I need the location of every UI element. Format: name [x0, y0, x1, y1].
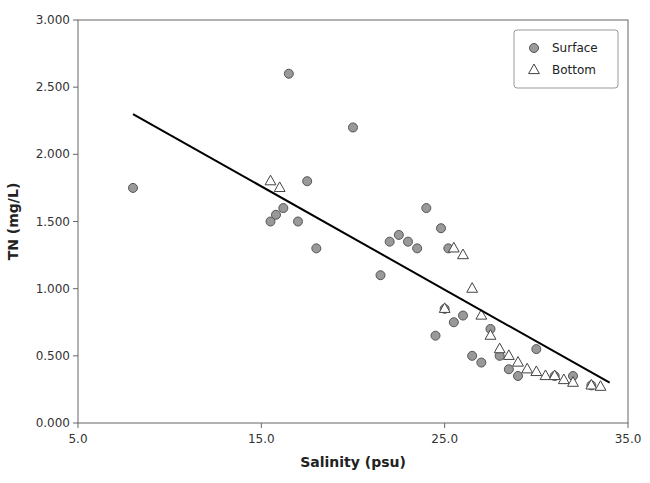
x-tick: [628, 423, 629, 428]
point: [394, 230, 403, 239]
y-tick: [73, 221, 78, 222]
y-tick-label: 0.500: [36, 349, 70, 363]
point: [522, 363, 533, 373]
y-tick: [73, 423, 78, 424]
point: [595, 381, 606, 391]
point: [468, 351, 477, 360]
point: [312, 244, 321, 253]
x-tick: [78, 423, 79, 428]
point: [477, 358, 486, 367]
point: [485, 330, 496, 340]
point: [294, 217, 303, 226]
point: [274, 182, 285, 192]
legend-symbol: [529, 64, 540, 74]
trend-line: [133, 114, 610, 383]
y-tick: [73, 87, 78, 88]
point: [459, 311, 468, 320]
point: [549, 370, 560, 380]
chart: 5.0 15.0 25.0 35.0 0.000 0.500 1.000 1.500 2.000…: [0, 0, 650, 483]
point: [448, 242, 459, 252]
point: [513, 357, 524, 367]
point: [413, 244, 422, 253]
point: [503, 350, 514, 360]
point: [558, 374, 569, 384]
point: [514, 371, 523, 380]
x-tick-label: 35.0: [615, 432, 642, 446]
y-tick: [73, 355, 78, 356]
point: [404, 237, 413, 246]
point: [431, 331, 440, 340]
point: [439, 303, 450, 313]
point: [385, 237, 394, 246]
point: [494, 343, 505, 353]
legend-box: [514, 30, 618, 88]
point: [586, 379, 597, 389]
x-tick-label: 15.0: [248, 432, 275, 446]
point: [272, 210, 281, 219]
point: [349, 123, 358, 132]
plot-frame: [78, 20, 628, 423]
y-axis-title: TN (mg/L): [5, 183, 21, 261]
y-tick: [73, 154, 78, 155]
x-tick-label: 25.0: [431, 432, 458, 446]
y-tick-label: 2.000: [36, 147, 70, 161]
point: [279, 204, 288, 213]
point: [449, 318, 458, 327]
x-tick: [444, 423, 445, 428]
point: [467, 283, 478, 293]
point: [531, 366, 542, 376]
legend-symbol: [530, 44, 539, 53]
point: [422, 204, 431, 213]
y-tick: [73, 288, 78, 289]
legend-label: Surface: [552, 41, 598, 55]
point: [504, 365, 513, 374]
legend-label: Bottom: [552, 63, 596, 77]
y-tick-label: 3.000: [36, 13, 70, 27]
y-tick-label: 2.500: [36, 80, 70, 94]
x-axis-title: Salinity (psu): [300, 454, 406, 470]
point: [458, 249, 469, 259]
y-tick: [73, 20, 78, 21]
point: [568, 377, 579, 387]
point: [303, 177, 312, 186]
legend: Surface Bottom: [514, 30, 618, 88]
y-tick-label: 0.000: [36, 416, 70, 430]
point: [437, 224, 446, 233]
plot-background: [78, 20, 628, 423]
y-tick-label: 1.500: [36, 215, 70, 229]
x-tick: [261, 423, 262, 428]
point: [265, 175, 276, 185]
point: [532, 345, 541, 354]
y-tick-label: 1.000: [36, 282, 70, 296]
plot-data: [129, 69, 610, 390]
point: [129, 183, 138, 192]
x-tick-label: 5.0: [68, 432, 87, 446]
point: [376, 271, 385, 280]
point: [284, 69, 293, 78]
point: [540, 370, 551, 380]
